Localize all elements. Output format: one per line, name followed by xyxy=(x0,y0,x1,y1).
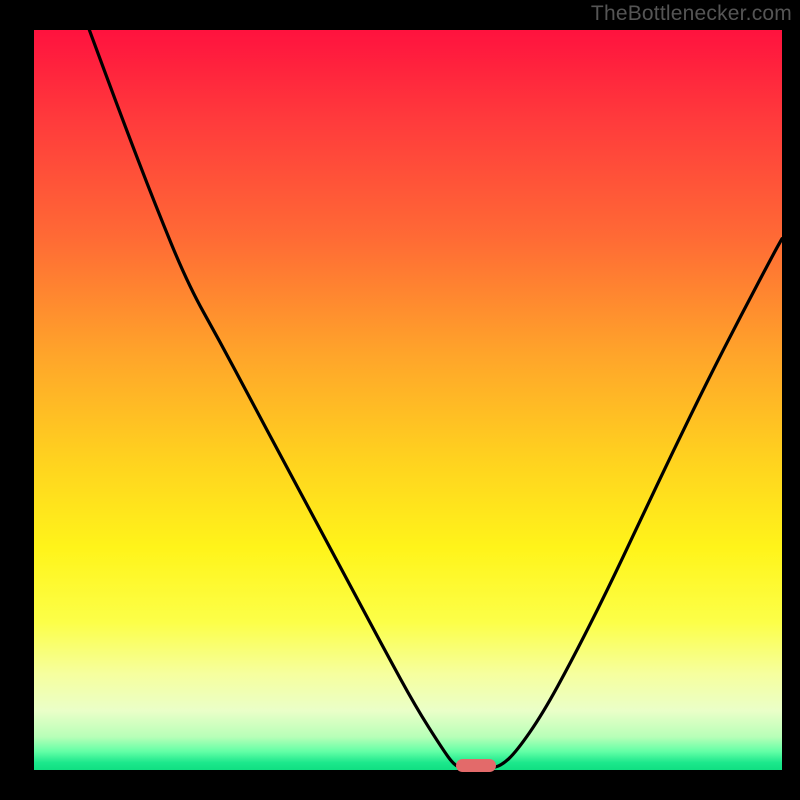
watermark-text: TheBottlenecker.com xyxy=(591,2,792,26)
bottleneck-curve xyxy=(34,30,782,770)
optimal-zone-marker xyxy=(456,759,496,772)
plot-area xyxy=(34,30,782,770)
